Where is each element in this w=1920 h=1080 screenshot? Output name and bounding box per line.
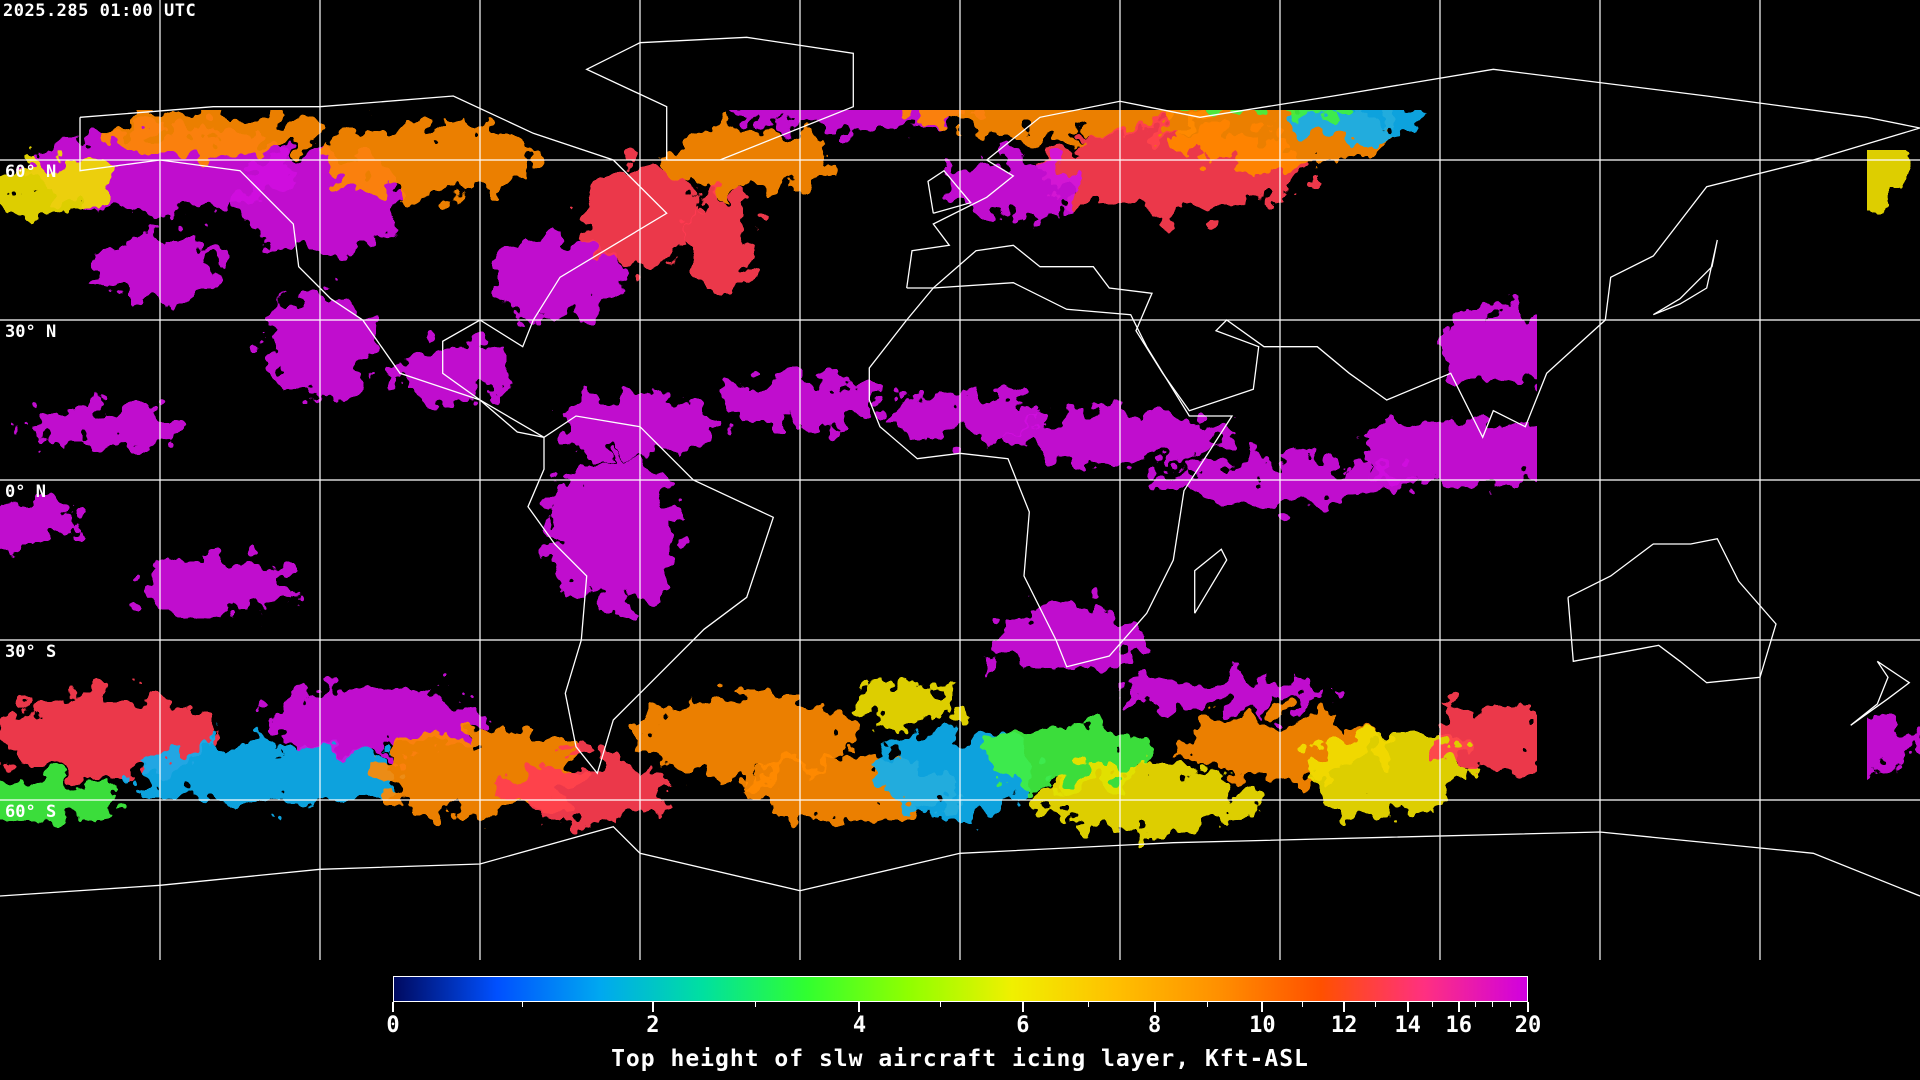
icing-cloud-region <box>906 110 1227 139</box>
icing-cloud-region <box>506 757 667 822</box>
colorbar-minor-tick <box>521 1002 523 1007</box>
colorbar-minor-tick <box>1207 1002 1209 1007</box>
colorbar-tick-label: 10 <box>1249 1013 1276 1038</box>
icing-cloud-region <box>1429 704 1558 768</box>
icing-cloud-region <box>0 160 118 214</box>
coastline <box>906 68 1920 439</box>
lat-label-60s: 60° S <box>5 802 57 822</box>
colorbar-minor-tick <box>1492 1002 1494 1007</box>
icing-cloud-region <box>1120 677 1334 710</box>
icing-cloud-region <box>26 405 187 448</box>
colorbar-minor-tick <box>1087 1002 1089 1007</box>
colorbar-minor-tick <box>1432 1002 1434 1007</box>
timestamp: 2025.285 01:00 UTC <box>3 1 197 21</box>
icing-cloud-region <box>1306 730 1467 816</box>
colorbar-tick-label: 12 <box>1330 1013 1358 1038</box>
lat-label-30s: 30° S <box>5 642 57 662</box>
coastline <box>927 169 972 214</box>
colorbar-major-tick <box>392 1002 394 1012</box>
icing-cloud-region <box>853 682 961 726</box>
icing-cloud-region <box>133 741 401 806</box>
colorbar-major-tick <box>1261 1002 1264 1012</box>
colorbar-tick-label: 20 <box>1514 1013 1542 1038</box>
colorbar-major-tick <box>1021 1002 1024 1012</box>
icing-cloud-region <box>400 341 507 406</box>
colorbar-major-tick <box>1457 1002 1460 1012</box>
colorbar-major-tick <box>1343 1002 1346 1012</box>
colorbar-minor-tick <box>755 1002 757 1007</box>
colorbar-major-tick <box>1153 1002 1156 1012</box>
icing-cloud-region <box>0 501 80 545</box>
colorbar-title: Top height of slw aircraft icing layer, … <box>611 1046 1309 1072</box>
lat-label-0n: 0° N <box>5 482 46 502</box>
icing-cloud-region <box>949 154 1078 219</box>
colorbar-tick-label: 2 <box>646 1013 660 1038</box>
colorbar <box>393 976 1528 1002</box>
colorbar-major-tick <box>1527 1002 1529 1012</box>
icing-cloud-region <box>133 560 294 614</box>
colorbar-minor-tick <box>940 1002 942 1007</box>
colorbar-tick-label: 14 <box>1394 1013 1421 1038</box>
lat-label-60n: 60° N <box>5 162 57 182</box>
colorbar-minor-tick <box>1302 1002 1304 1007</box>
colorbar-minor-tick <box>1509 1002 1511 1007</box>
coastline <box>79 95 668 438</box>
colorbar-minor-tick <box>1374 1002 1376 1007</box>
coastline <box>1652 239 1718 316</box>
icing-map <box>0 0 1920 960</box>
coastline <box>1850 660 1911 726</box>
graticule <box>0 0 1920 960</box>
coastline <box>868 282 1234 668</box>
coastline <box>1194 548 1228 614</box>
colorbar-tick-label: 16 <box>1445 1013 1473 1038</box>
coastline <box>1567 537 1777 684</box>
colorbar-tick-label: 8 <box>1147 1013 1162 1038</box>
icing-cloud-region <box>1360 421 1574 486</box>
icing-cloud-region <box>1440 304 1547 390</box>
colorbar-major-tick <box>1406 1002 1409 1012</box>
icing-cloud-region <box>549 458 678 608</box>
icing-cloud-region <box>1824 714 1910 779</box>
lat-label-30n: 30° N <box>5 322 57 342</box>
colorbar-major-tick <box>651 1002 654 1012</box>
colorbar-major-tick <box>858 1002 861 1012</box>
icing-cloud-region <box>1296 110 1424 139</box>
colorbar-minor-tick <box>1475 1002 1477 1007</box>
icing-cloud-region <box>688 186 752 294</box>
colorbar-tick-label: 0 <box>386 1013 400 1038</box>
coastline <box>527 415 775 775</box>
icing-cloud-region <box>106 111 321 155</box>
colorbar-tick-label: 6 <box>1016 1013 1030 1038</box>
colorbar-tick-label: 4 <box>852 1013 867 1038</box>
